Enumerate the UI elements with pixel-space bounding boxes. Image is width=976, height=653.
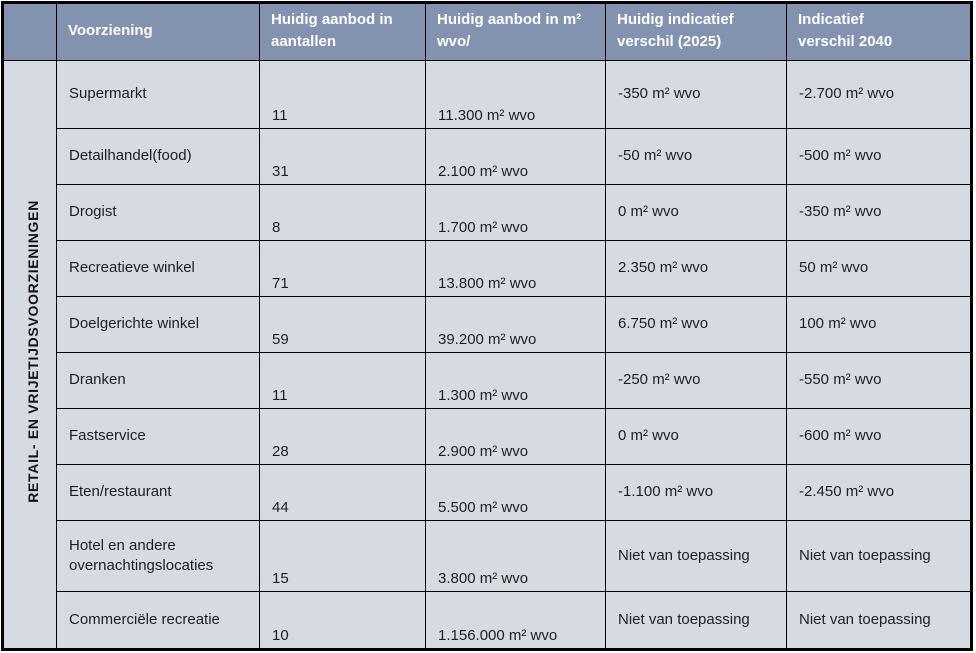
table-row: Dranken 11 1.300 m² wvo -250 m² wvo -550… xyxy=(3,352,972,409)
cell-verschil-2040: -350 m² wvo xyxy=(786,184,972,241)
cell-voorziening: Doelgerichte winkel xyxy=(56,296,260,353)
cell-m2: 13.800 m² wvo xyxy=(425,240,606,297)
cell-verschil-2025: -50 m² wvo xyxy=(605,128,787,185)
corner-cell xyxy=(2,2,57,61)
cell-verschil-2040: Niet van toepassing xyxy=(786,520,972,592)
cell-aantal: 31 xyxy=(259,128,426,185)
cell-verschil-2025: -350 m² wvo xyxy=(605,60,787,129)
table-row: RETAIL- EN VRIJETIJDSVOORZIENINGEN Super… xyxy=(2,60,972,650)
cell-aantal: 11 xyxy=(259,60,426,129)
cell-verschil-2040: -600 m² wvo xyxy=(786,408,972,465)
cell-voorziening: Commerciële recreatie xyxy=(56,591,260,650)
cell-m2: 39.200 m² wvo xyxy=(425,296,606,353)
table-row: Fastservice 28 2.900 m² wvo 0 m² wvo -60… xyxy=(3,408,972,465)
cell-aantal: 15 xyxy=(259,520,426,592)
cell-verschil-2040: Niet van toepassing xyxy=(786,591,972,650)
col-header-voorziening: Voorziening xyxy=(56,2,260,61)
cell-m2: 1.700 m² wvo xyxy=(425,184,606,241)
cell-aantal: 44 xyxy=(259,464,426,521)
cell-verschil-2040: -2.700 m² wvo xyxy=(786,60,972,129)
cell-m2: 2.900 m² wvo xyxy=(425,408,606,465)
cell-voorziening: Drogist xyxy=(56,184,260,241)
cell-verschil-2040: -550 m² wvo xyxy=(786,352,972,409)
cell-m2: 1.156.000 m² wvo xyxy=(425,591,606,650)
cell-aantal: 11 xyxy=(259,352,426,409)
cell-verschil-2025: 0 m² wvo xyxy=(605,184,787,241)
cell-m2: 11.300 m² wvo xyxy=(425,60,606,129)
table-row: Eten/restaurant 44 5.500 m² wvo -1.100 m… xyxy=(3,464,972,521)
cell-voorziening: Detailhandel(food) xyxy=(56,128,260,185)
cell-verschil-2040: 100 m² wvo xyxy=(786,296,972,353)
cell-verschil-2040: -500 m² wvo xyxy=(786,128,972,185)
cell-voorziening: Dranken xyxy=(56,352,260,409)
cell-verschil-2025: -1.100 m² wvo xyxy=(605,464,787,521)
table-row: Drogist 8 1.700 m² wvo 0 m² wvo -350 m² … xyxy=(3,184,972,241)
cell-aantal: 10 xyxy=(259,591,426,650)
cell-verschil-2040: 50 m² wvo xyxy=(786,240,972,297)
vertical-category-band: RETAIL- EN VRIJETIJDSVOORZIENINGEN xyxy=(2,60,57,650)
col-header-aantal: Huidig aanbod in aantallen xyxy=(259,2,426,61)
cell-verschil-2040: -2.450 m² wvo xyxy=(786,464,972,521)
col-header-verschil-2040: Indicatief verschil 2040 xyxy=(786,2,972,61)
table-row: Doelgerichte winkel 59 39.200 m² wvo 6.7… xyxy=(3,296,972,353)
cell-voorziening: Eten/restaurant xyxy=(56,464,260,521)
cell-verschil-2025: 6.750 m² wvo xyxy=(605,296,787,353)
cell-m2: 2.100 m² wvo xyxy=(425,128,606,185)
cell-m2: 5.500 m² wvo xyxy=(425,464,606,521)
col-header-verschil-2025: Huidig indicatief verschil (2025) xyxy=(605,2,787,61)
cell-voorziening: Recreatieve winkel xyxy=(56,240,260,297)
cell-verschil-2025: -250 m² wvo xyxy=(605,352,787,409)
cell-aantal: 28 xyxy=(259,408,426,465)
cell-verschil-2025: Niet van toepassing xyxy=(605,591,787,650)
cell-verschil-2025: Niet van toepassing xyxy=(605,520,787,592)
table-row: Recreatieve winkel 71 13.800 m² wvo 2.35… xyxy=(3,240,972,297)
cell-voorziening: Hotel en andere overnachtingslocaties xyxy=(56,520,260,592)
cell-verschil-2025: 2.350 m² wvo xyxy=(605,240,787,297)
header-row: Voorziening Huidig aanbod in aantallen H… xyxy=(2,2,972,61)
vertical-category-label: RETAIL- EN VRIJETIJDSVOORZIENINGEN xyxy=(24,199,41,503)
cell-m2: 1.300 m² wvo xyxy=(425,352,606,409)
cell-aantal: 59 xyxy=(259,296,426,353)
cell-m2: 3.800 m² wvo xyxy=(425,520,606,592)
table-row: Detailhandel(food) 31 2.100 m² wvo -50 m… xyxy=(3,128,972,185)
cell-voorziening: Supermarkt xyxy=(56,60,260,129)
cell-aantal: 71 xyxy=(259,240,426,297)
table-row: Hotel en andere overnachtingslocaties 15… xyxy=(3,520,972,592)
col-header-m2: Huidig aanbod in m² wvo/ xyxy=(425,2,606,61)
cell-aantal: 8 xyxy=(259,184,426,241)
cell-verschil-2025: 0 m² wvo xyxy=(605,408,787,465)
table-row: Commerciële recreatie 10 1.156.000 m² wv… xyxy=(3,591,972,650)
cell-voorziening: Fastservice xyxy=(56,408,260,465)
